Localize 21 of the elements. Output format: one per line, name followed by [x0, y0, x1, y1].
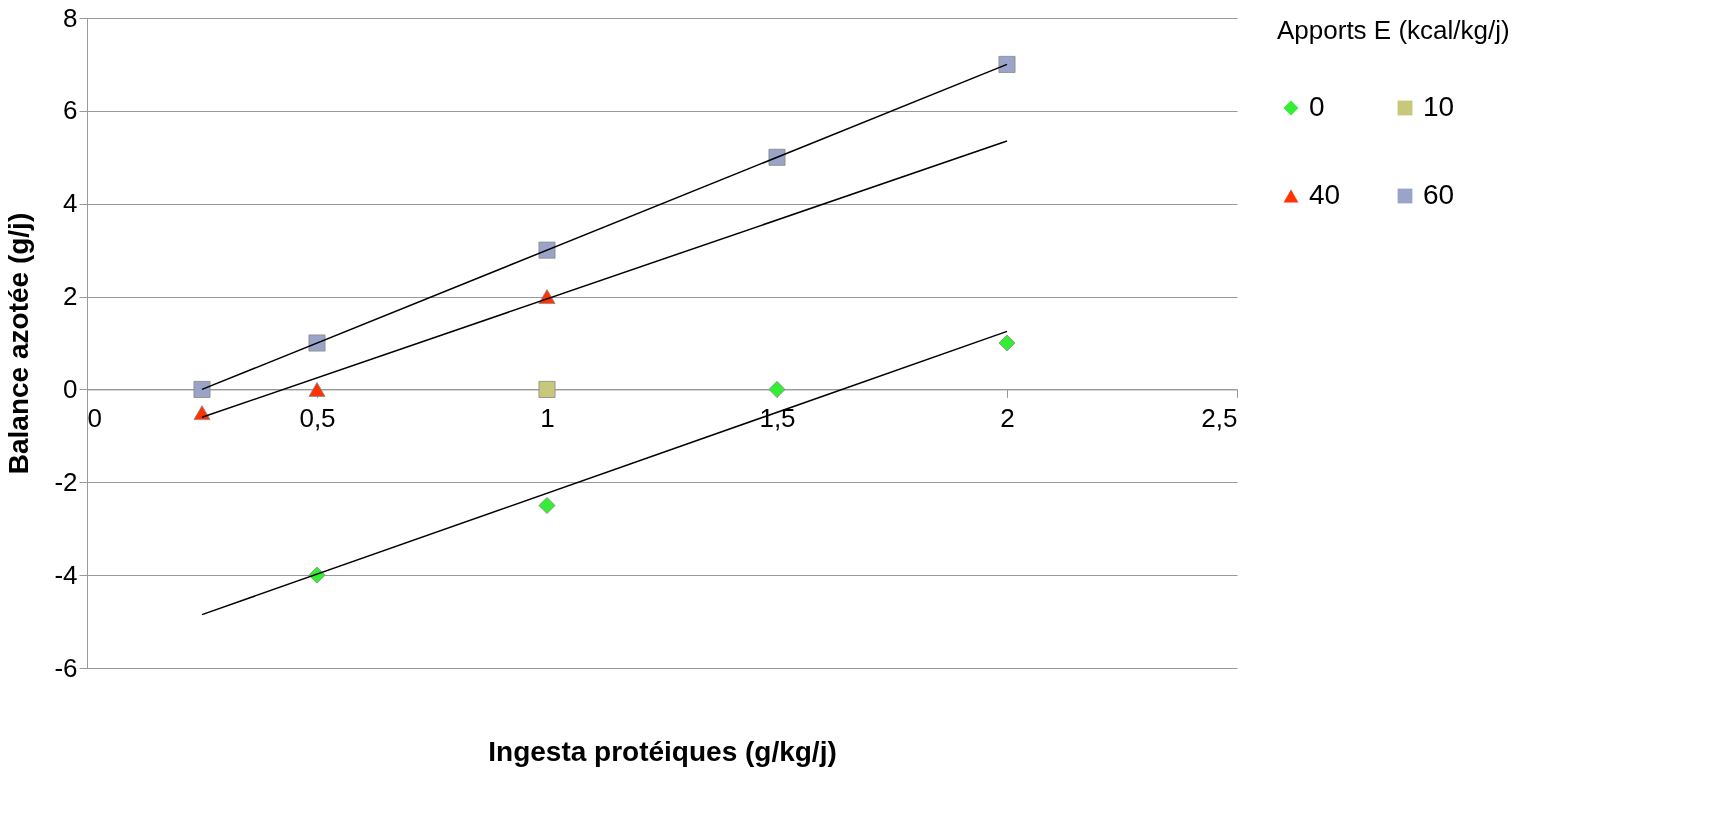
- y-tick-label: 2: [63, 281, 78, 312]
- x-tick-label: 1: [540, 402, 555, 433]
- x-tick-label: 1,5: [759, 402, 796, 433]
- legend-label: 60: [1423, 179, 1455, 210]
- legend-label: 10: [1423, 91, 1455, 122]
- y-tick-label: -6: [54, 652, 78, 683]
- legend-label: 0: [1309, 91, 1325, 122]
- x-tick-label: 0,5: [299, 402, 336, 433]
- y-tick-label: 4: [63, 188, 78, 219]
- x-tick-label: 2,5: [1201, 402, 1238, 433]
- legend-title: Apports E (kcal/kg/j): [1277, 15, 1510, 45]
- y-tick-label: -2: [54, 466, 78, 497]
- y-tick-label: 8: [63, 2, 78, 33]
- y-axis-title: Balance azotée (g/j): [3, 212, 35, 475]
- x-tick-label: 0: [87, 402, 102, 433]
- x-axis-title: Ingesta protéiques (g/kg/j): [488, 735, 837, 767]
- y-tick-label: 0: [63, 373, 78, 404]
- y-tick-label: 6: [63, 95, 78, 126]
- legend-label: 40: [1309, 179, 1341, 210]
- y-tick-label: -4: [54, 559, 78, 590]
- x-tick-label: 2: [1000, 402, 1015, 433]
